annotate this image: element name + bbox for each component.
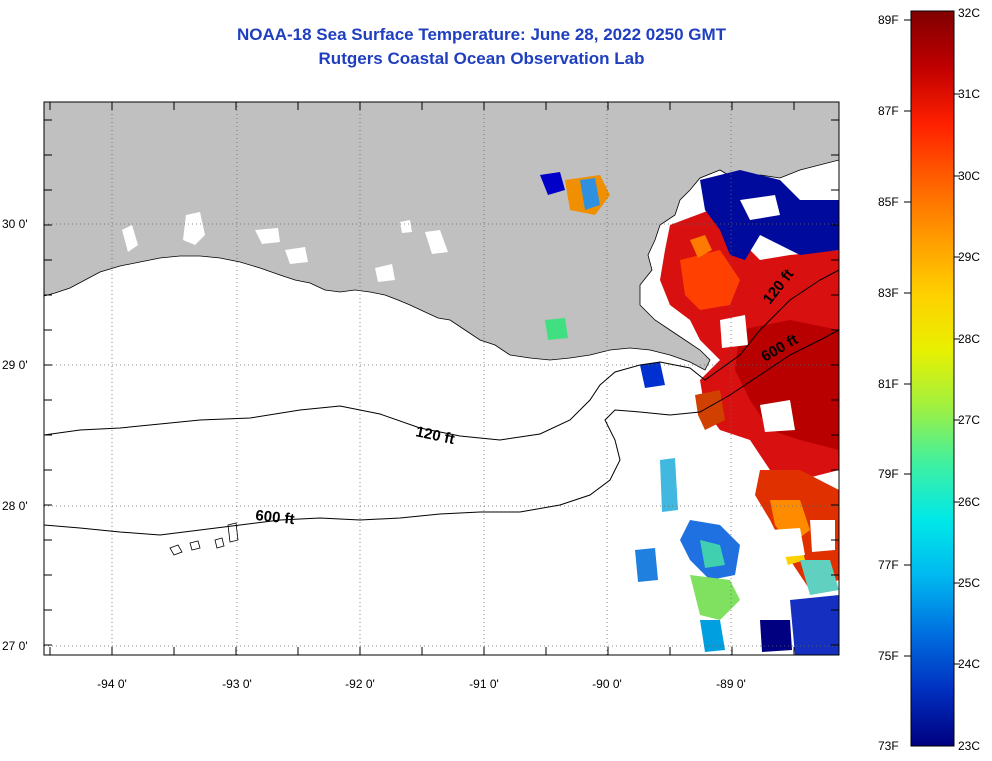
colorbar-celsius-labels: 32C 31C 30C 29C 28C 27C 26C 25C 24C 23C (958, 6, 980, 753)
cb-f-89: 89F (878, 13, 899, 27)
lat-label-29: 29 0' (2, 358, 28, 372)
lon-label-93: -93 0' (222, 677, 252, 691)
cb-c-32: 32C (958, 6, 980, 20)
colorbar (910, 10, 955, 747)
lon-axis-labels: -94 0' -93 0' -92 0' -91 0' -90 0' -89 0… (97, 677, 746, 691)
map-subtitle: Rutgers Coastal Ocean Observation Lab (318, 49, 645, 68)
lat-label-30: 30 0' (2, 217, 28, 231)
lat-label-28: 28 0' (2, 499, 28, 513)
map-title: NOAA-18 Sea Surface Temperature: June 28… (236, 25, 727, 44)
cb-c-26: 26C (958, 495, 980, 509)
cb-c-30: 30C (958, 169, 980, 183)
cb-c-24: 24C (958, 657, 980, 671)
cb-c-29: 29C (958, 250, 980, 264)
lat-label-27: 27 0' (2, 639, 28, 653)
cb-c-27: 27C (958, 413, 980, 427)
sst-cool-water (540, 170, 839, 655)
sst-no-data-gaps (700, 195, 835, 558)
axis-ticks (44, 102, 839, 655)
lon-label-92: -92 0' (345, 677, 375, 691)
land-gap-5 (375, 264, 395, 282)
land-gap-7 (425, 230, 448, 254)
contour-islands (169, 522, 239, 556)
cb-f-77: 77F (878, 558, 899, 572)
contour-600ft (44, 329, 839, 536)
cb-c-23: 23C (958, 739, 980, 753)
land-gap-1 (183, 212, 205, 245)
lon-label-89: -89 0' (716, 677, 746, 691)
lon-label-90: -90 0' (592, 677, 622, 691)
cb-f-79: 79F (878, 467, 899, 481)
lon-label-91: -91 0' (469, 677, 499, 691)
contour-label-600ft-west: 600 ft (255, 507, 296, 528)
colorbar-ticks (904, 19, 960, 665)
map-frame (43, 101, 840, 656)
land-gap-4 (285, 247, 308, 264)
land-gap-3 (255, 228, 280, 244)
lat-axis-labels: 30 0' 29 0' 28 0' 27 0' (2, 217, 28, 653)
cb-f-87: 87F (878, 104, 899, 118)
cb-f-85: 85F (878, 195, 899, 209)
contour-120ft (44, 269, 839, 441)
cb-f-73: 73F (878, 739, 899, 753)
cb-f-75: 75F (878, 649, 899, 663)
land-gap-2 (122, 225, 138, 252)
cb-c-28: 28C (958, 332, 980, 346)
cb-c-31: 31C (958, 87, 980, 101)
colorbar-fahrenheit-labels: 89F 87F 85F 83F 81F 79F 77F 75F 73F (878, 13, 899, 753)
cb-c-25: 25C (958, 576, 980, 590)
cb-f-81: 81F (878, 377, 899, 391)
lon-label-94: -94 0' (97, 677, 127, 691)
land-gap-6 (400, 220, 412, 233)
cb-f-83: 83F (878, 286, 899, 300)
